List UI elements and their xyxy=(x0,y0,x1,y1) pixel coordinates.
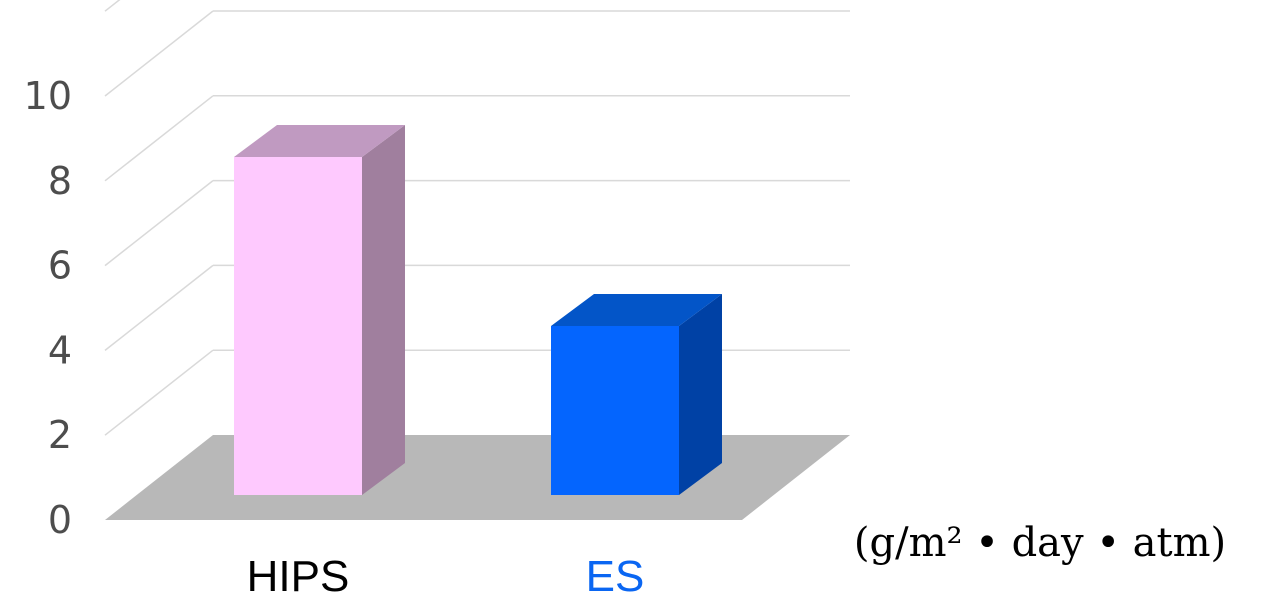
gridline-side xyxy=(104,10,214,97)
y-tick-label: 10 xyxy=(24,74,72,118)
gridline-side xyxy=(104,95,214,182)
gridlines xyxy=(104,0,850,436)
x-category-label: HIPS xyxy=(247,552,350,594)
gridline-side xyxy=(104,0,121,12)
y-tick-label: 4 xyxy=(48,328,72,372)
y-tick-label: 0 xyxy=(48,498,72,542)
bars xyxy=(234,125,722,495)
y-tick-label: 8 xyxy=(48,159,72,203)
x-axis-labels: HIPS ES xyxy=(247,552,645,594)
bar-side xyxy=(362,125,405,495)
y-axis-ticks: 0 2 4 6 8 10 xyxy=(24,74,72,542)
y-tick-label: 6 xyxy=(48,244,72,288)
bar xyxy=(551,294,722,495)
bar-side xyxy=(679,294,722,495)
bar-front xyxy=(551,326,679,495)
bar-front xyxy=(234,157,362,495)
gridline-side xyxy=(104,180,214,267)
bar xyxy=(234,125,405,495)
unit-label: (g/m² • day • atm) xyxy=(854,520,1226,566)
gridline-side xyxy=(104,264,214,351)
bar-top xyxy=(551,294,722,326)
bar-top xyxy=(234,125,405,157)
chart-floor xyxy=(105,435,850,520)
x-category-label: ES xyxy=(586,552,645,594)
floor xyxy=(105,435,850,520)
y-tick-label: 2 xyxy=(48,413,72,457)
gridline-side xyxy=(104,349,214,436)
